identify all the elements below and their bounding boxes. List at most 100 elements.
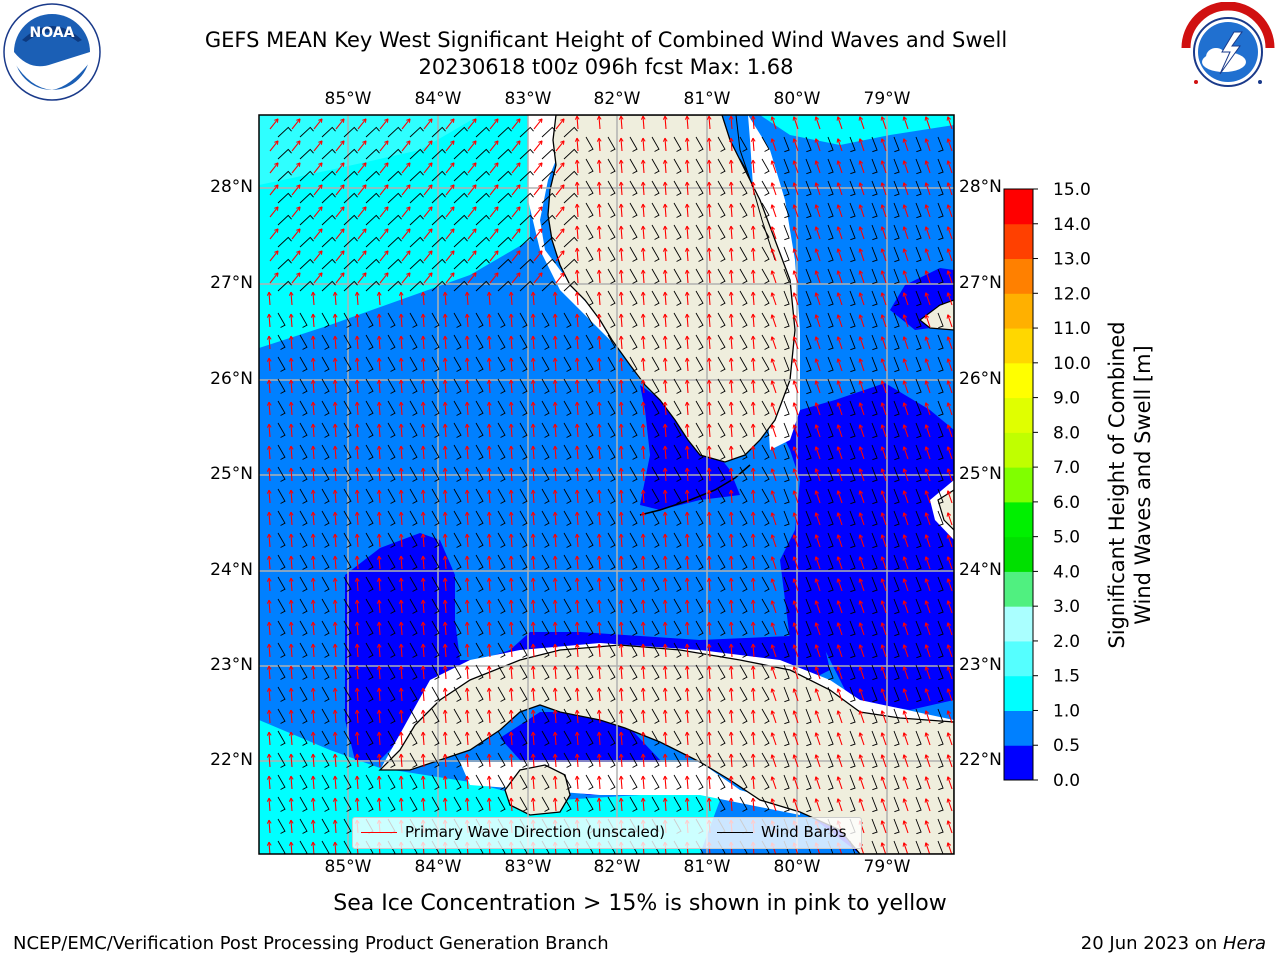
wind-barb xyxy=(299,576,308,592)
wave-direction-arrowhead xyxy=(266,599,272,604)
wave-direction-arrowhead xyxy=(450,184,455,189)
wind-barb xyxy=(387,334,396,350)
wave-direction-arrowhead xyxy=(354,621,360,626)
wind-barb xyxy=(937,268,944,285)
wave-direction-arrowhead xyxy=(858,512,864,517)
wave-direction-arrow xyxy=(356,775,359,790)
wind-barb xyxy=(453,796,462,812)
wave-direction-arrowhead xyxy=(684,709,690,714)
wave-direction-arrowhead xyxy=(946,226,952,231)
wind-barb xyxy=(783,246,790,263)
wind-barb xyxy=(365,730,374,746)
wave-direction-arrowhead xyxy=(552,687,558,692)
wave-direction-arrow xyxy=(400,621,403,636)
wave-direction-arrowhead xyxy=(684,753,690,758)
wave-direction-arrow xyxy=(488,687,491,702)
wave-direction-arrow xyxy=(466,643,469,658)
wave-direction-arrowhead xyxy=(266,511,272,516)
wave-direction-arrow xyxy=(947,600,953,614)
wave-direction-arrowhead xyxy=(538,206,543,211)
wave-direction-arrow xyxy=(510,291,513,306)
wave-direction-arrow xyxy=(598,357,601,372)
wave-direction-arrowhead xyxy=(880,402,886,407)
colorbar-frame xyxy=(1003,188,1034,781)
wind-barb xyxy=(453,400,462,416)
wind-barb xyxy=(695,774,704,790)
wind-barb xyxy=(893,620,900,637)
wave-direction-arrow xyxy=(422,401,425,416)
wave-direction-arrowhead xyxy=(288,643,294,648)
wind-barb xyxy=(563,510,572,526)
wave-direction-arrow xyxy=(686,225,689,240)
wave-direction-arrow xyxy=(401,162,411,174)
wave-direction-arrow xyxy=(598,115,601,130)
wave-direction-arrowhead xyxy=(354,379,360,384)
wave-direction-arrow xyxy=(686,445,689,460)
wind-barb xyxy=(585,158,594,174)
wind-barb xyxy=(563,126,578,138)
colorbar-segment xyxy=(1004,328,1033,364)
wind-barb xyxy=(673,180,682,196)
wave-direction-arrowhead xyxy=(792,600,798,605)
wave-direction-arrow xyxy=(925,270,931,284)
wind-barb xyxy=(673,576,682,592)
wind-barb xyxy=(651,466,660,482)
wind-barb xyxy=(409,280,424,292)
wave-direction-arrowhead xyxy=(836,578,842,583)
wave-direction-arrow xyxy=(793,710,799,724)
wave-direction-arrow xyxy=(793,732,799,746)
wave-direction-arrow xyxy=(467,272,477,284)
wind-barb xyxy=(321,400,330,416)
wind-barb xyxy=(585,180,594,196)
wave-direction-arrowhead xyxy=(924,226,930,231)
wind-barb xyxy=(475,466,484,482)
wave-direction-arrow xyxy=(642,489,645,504)
wave-direction-arrow xyxy=(555,206,565,218)
wave-direction-arrow xyxy=(771,380,777,394)
wave-direction-arrowhead xyxy=(662,203,668,208)
wave-direction-arrowhead xyxy=(750,181,756,186)
colorbar-segment xyxy=(1004,536,1033,572)
wave-direction-arrowhead xyxy=(880,688,886,693)
wind-barb xyxy=(497,664,506,680)
wave-direction-arrowhead xyxy=(640,533,646,538)
wave-direction-arrow xyxy=(664,709,667,724)
wave-direction-arrowhead xyxy=(288,401,294,406)
wind-barb xyxy=(321,686,330,702)
wind-barb xyxy=(629,796,638,812)
wave-direction-arrowhead xyxy=(538,140,543,145)
wind-barb xyxy=(871,180,878,197)
wind-barb xyxy=(960,445,965,460)
wind-barb xyxy=(893,576,900,593)
wind-barb xyxy=(277,488,286,504)
wave-direction-arrowhead xyxy=(662,709,668,714)
wind-barb xyxy=(651,400,660,416)
legend-wave-label: Primary Wave Direction (unscaled) xyxy=(405,823,666,841)
wave-direction-arrow xyxy=(357,162,367,174)
wind-barb xyxy=(739,642,748,658)
wave-direction-arrowhead xyxy=(728,225,734,230)
wave-direction-arrow xyxy=(771,292,777,306)
wind-barb xyxy=(563,708,572,724)
wind-barb xyxy=(871,268,878,285)
wind-barb xyxy=(541,378,550,394)
wave-direction-arrowhead xyxy=(486,511,492,516)
wave-direction-arrow xyxy=(837,798,843,812)
wave-direction-arrow xyxy=(268,709,271,724)
wind-barb xyxy=(739,378,748,394)
wave-direction-arrow xyxy=(554,797,557,812)
wave-direction-arrow xyxy=(334,445,337,460)
wave-direction-arrowhead xyxy=(296,184,301,189)
wind-barb xyxy=(475,576,484,592)
wind-barb xyxy=(717,488,726,504)
wave-direction-arrowhead xyxy=(836,446,842,451)
wave-direction-arrowhead xyxy=(662,577,668,582)
wave-direction-arrow xyxy=(555,272,565,284)
wave-direction-arrow xyxy=(686,181,689,196)
wave-direction-arrow xyxy=(815,556,821,570)
wave-direction-arrow xyxy=(532,335,535,350)
wave-direction-arrowhead xyxy=(640,203,646,208)
wave-direction-arrowhead xyxy=(442,555,448,560)
wave-direction-arrowhead xyxy=(706,137,712,142)
wind-barb xyxy=(960,621,965,636)
